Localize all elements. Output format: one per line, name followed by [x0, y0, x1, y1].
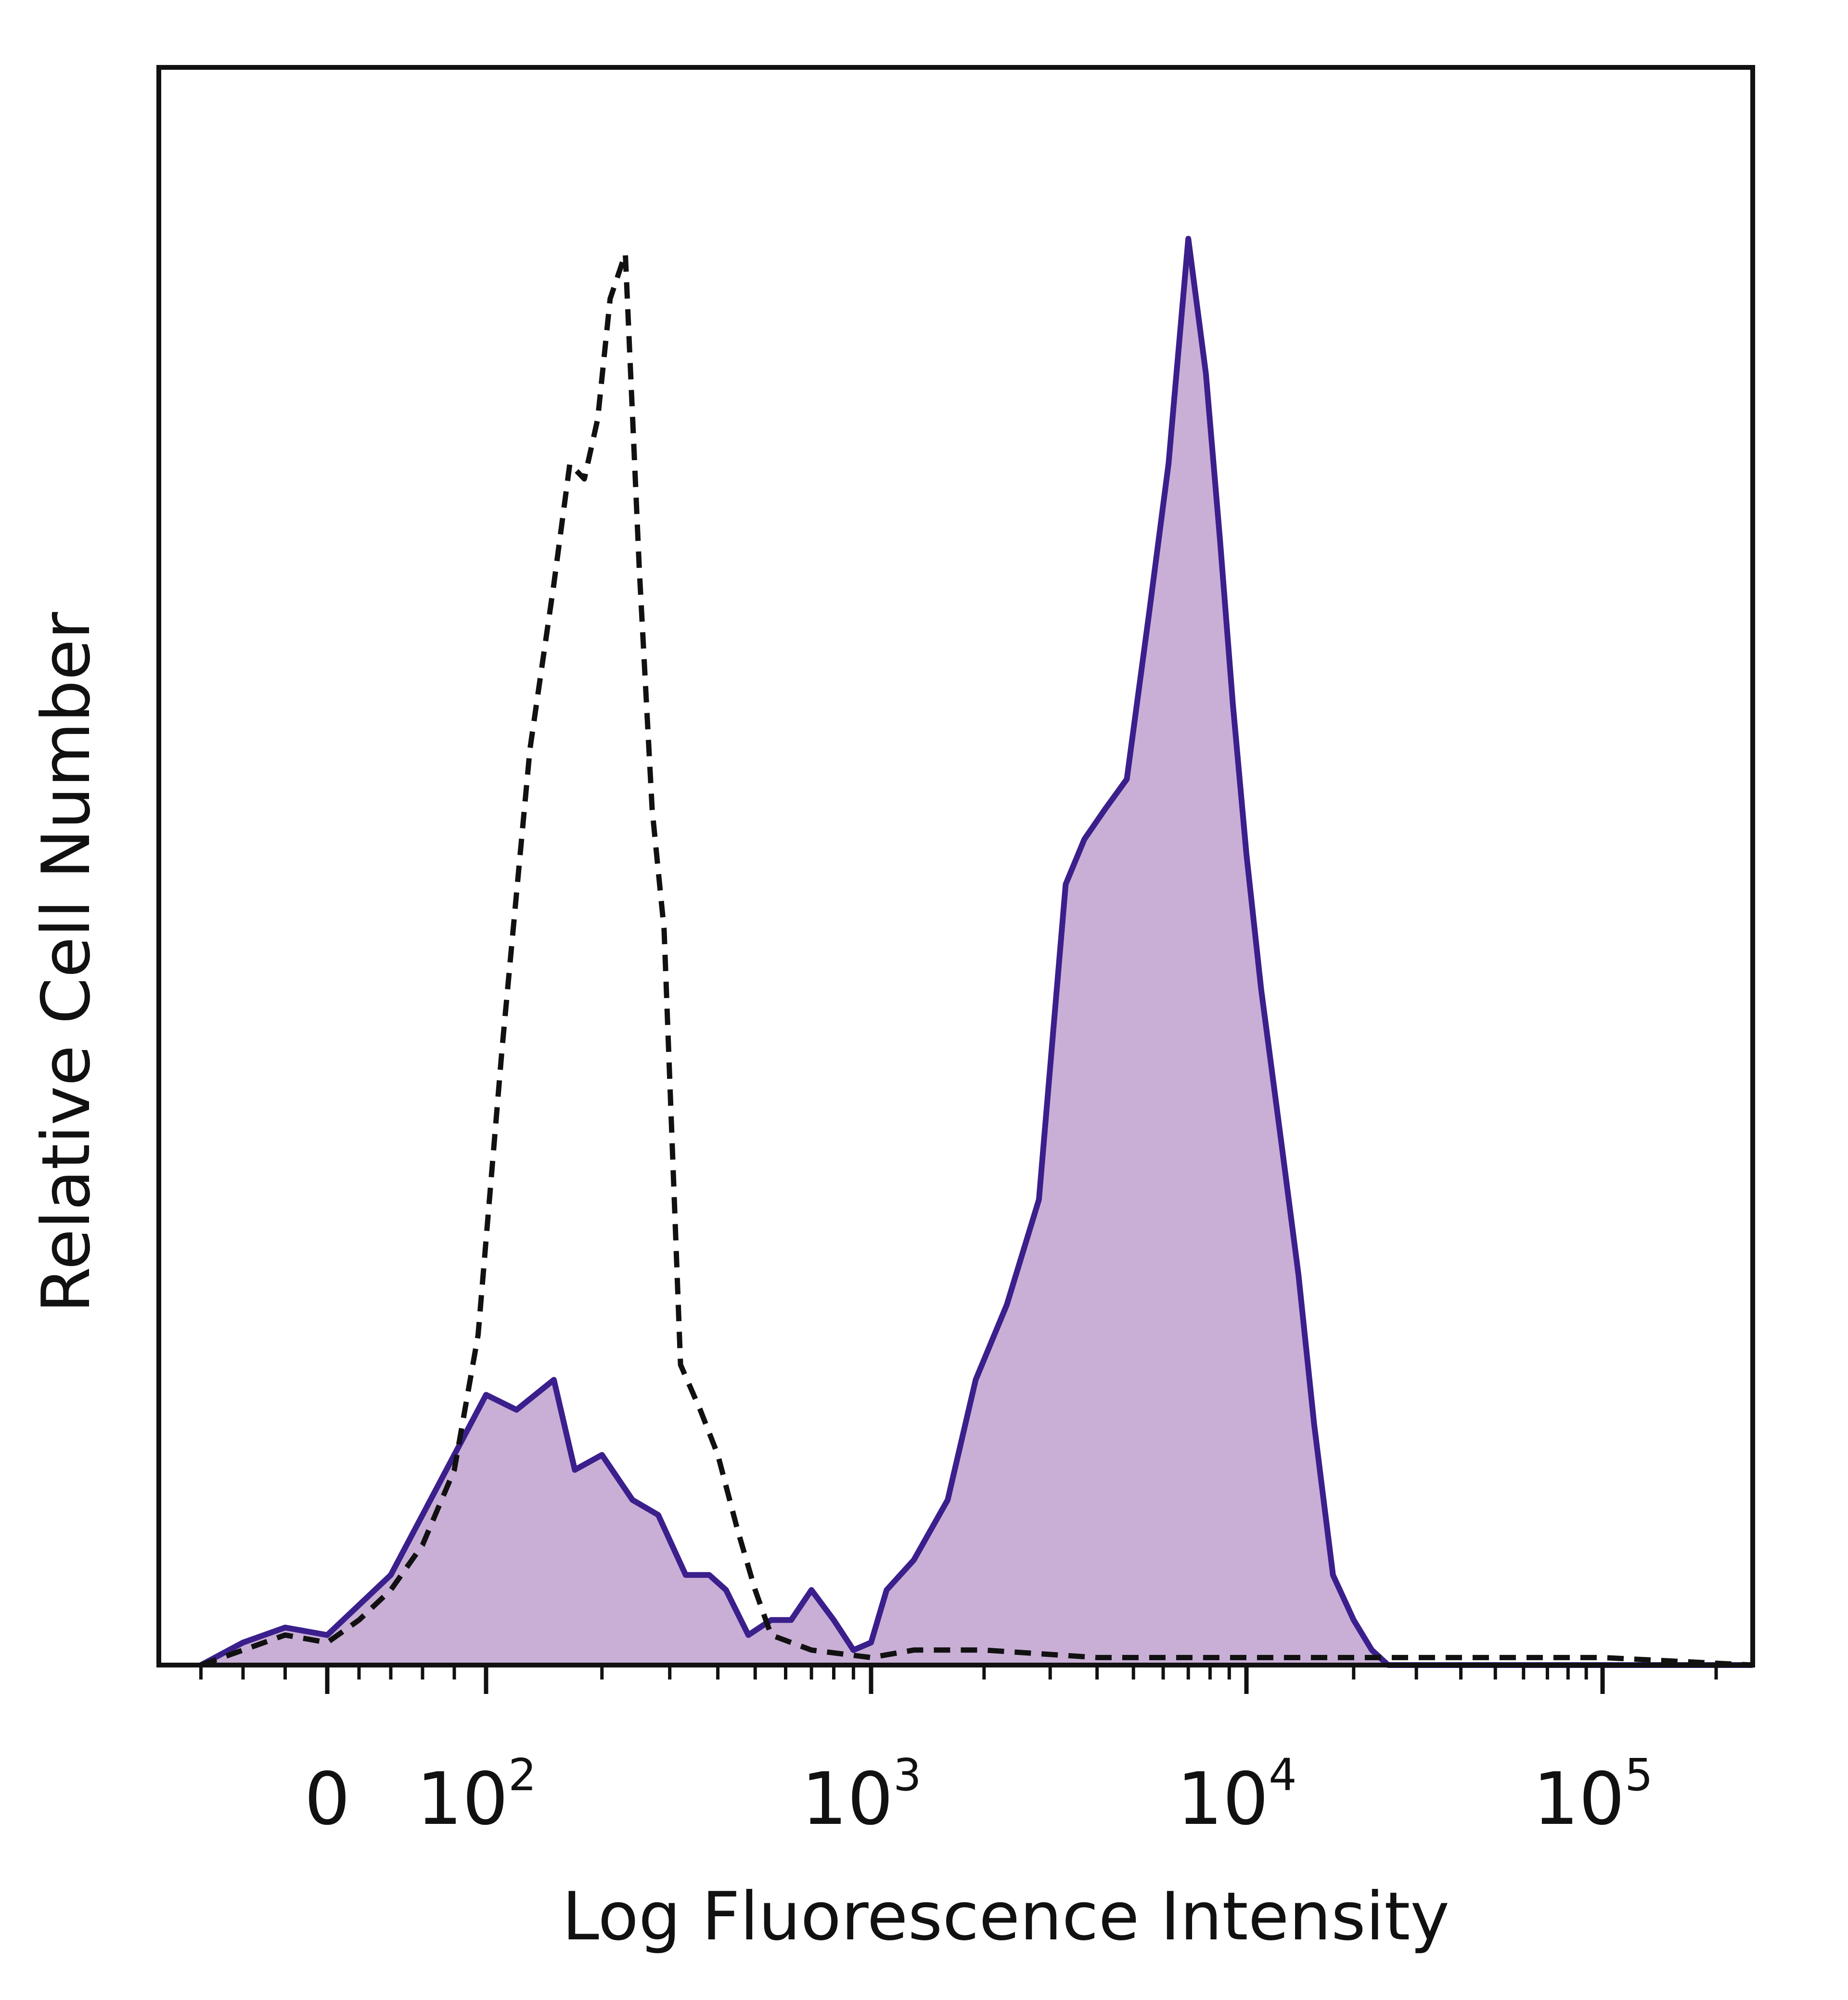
x-tick-label: 103 [801, 1749, 921, 1841]
plot-frame [156, 65, 1755, 1667]
x-axis-title: Log Fluorescence Intensity [562, 1878, 1450, 1955]
x-tick-label: 104 [1177, 1749, 1296, 1841]
stained-histogram-line [199, 236, 1753, 1668]
x-tick-label: 0 [304, 1757, 350, 1841]
control-histogram-dashed-line [200, 251, 1753, 1668]
stained-histogram-area [201, 239, 1753, 1665]
x-tick-label: 105 [1533, 1749, 1653, 1841]
x-tick-label: 102 [416, 1749, 536, 1841]
y-axis-title: Relative Cell Number [27, 612, 105, 1313]
